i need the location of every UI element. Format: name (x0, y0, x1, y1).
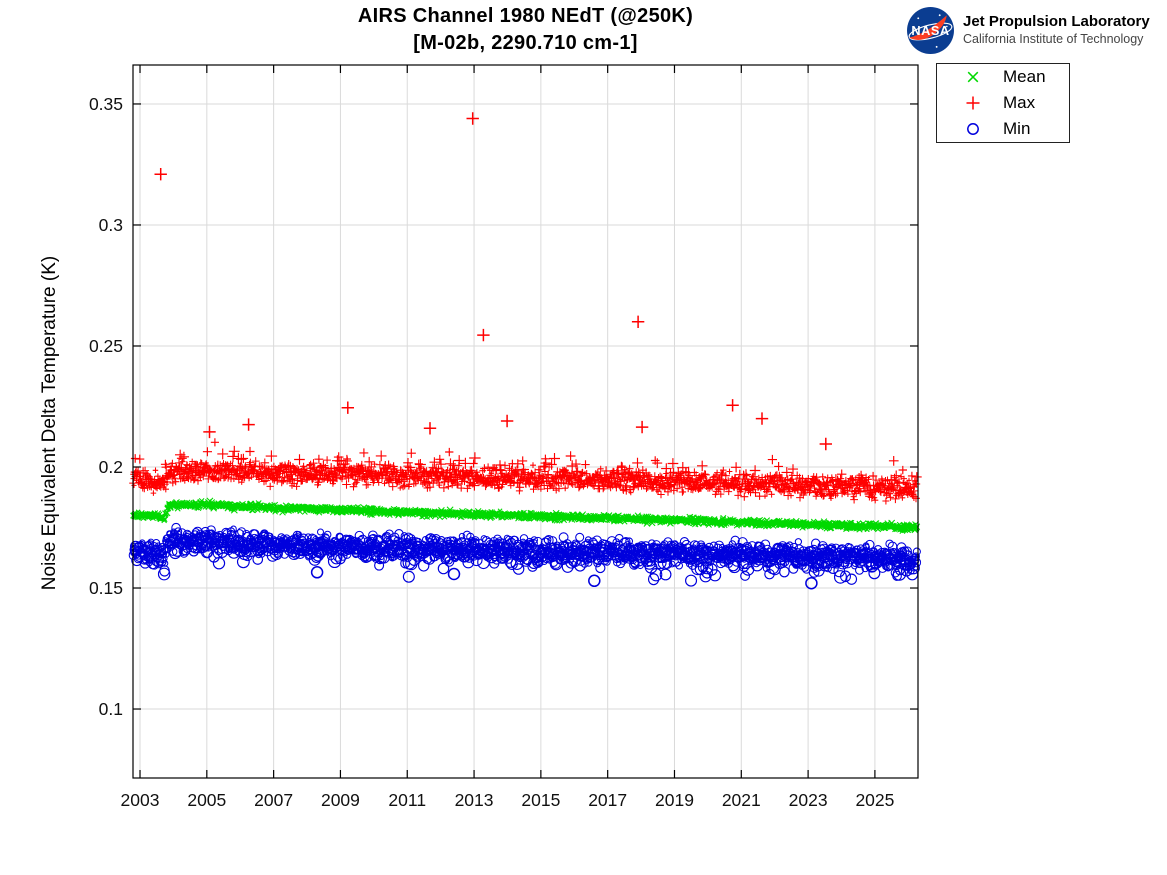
series-max-outliers (154, 112, 832, 451)
y-tick-label: 0.3 (99, 215, 123, 235)
series-mean (130, 497, 921, 534)
nasa-meatball-icon: NASA (907, 7, 954, 54)
y-tick-label: 0.1 (99, 699, 123, 719)
legend-label-min: Min (1003, 119, 1031, 138)
chart-title-block: AIRS Channel 1980 NEdT (@250K) [M-02b, 2… (133, 3, 918, 56)
x-tick-label: 2015 (521, 790, 560, 810)
y-tick-label: 0.15 (89, 578, 123, 598)
nasa-logo-text: NASA (911, 23, 949, 38)
y-tick-label: 0.2 (99, 457, 123, 477)
x-tick-label: 2005 (187, 790, 226, 810)
series-min (128, 522, 922, 590)
jpl-logo-block: NASA Jet Propulsion Laboratory Californi… (906, 6, 1150, 55)
x-tick-label: 2003 (121, 790, 160, 810)
legend-item-max: Max (965, 90, 1069, 116)
gridlines (133, 65, 918, 778)
tick-marks (133, 65, 918, 778)
legend: Mean Max Min (936, 63, 1070, 143)
x-tick-label: 2009 (321, 790, 360, 810)
series-max-tail-points (130, 438, 922, 491)
series-max-points (129, 456, 921, 505)
chart-subtitle: [M-02b, 2290.710 cm-1] (413, 31, 638, 54)
jpl-name: Jet Propulsion Laboratory (963, 13, 1150, 31)
series-min-outliers (310, 566, 818, 590)
series-min-tail-points (129, 532, 920, 587)
x-tick-label: 2013 (455, 790, 494, 810)
series-max (129, 112, 922, 505)
x-tick-label: 2019 (655, 790, 694, 810)
axes: 2003 2005 2007 2009 2011 2013 2015 2017 2019 2021… (89, 64, 919, 810)
legend-label-max: Max (1003, 93, 1036, 112)
mean-x-marker-icon (967, 71, 979, 83)
y-tick-label: 0.35 (89, 94, 123, 114)
x-tick-label: 2023 (789, 790, 828, 810)
jpl-caltech: California Institute of Technology (963, 32, 1144, 47)
y-tick-label: 0.25 (89, 336, 123, 356)
series-mean-points (130, 497, 921, 534)
legend-item-mean: Mean (965, 64, 1069, 90)
x-tick-label: 2011 (388, 790, 426, 810)
x-tick-label: 2007 (254, 790, 293, 810)
plot-border (132, 64, 919, 779)
chart-title: AIRS Channel 1980 NEdT (@250K) (357, 5, 694, 27)
legend-item-min: Min (965, 116, 1069, 142)
x-tick-label: 2021 (722, 790, 761, 810)
x-tick-label: 2025 (855, 790, 894, 810)
min-circle-marker-icon (967, 123, 979, 135)
max-plus-marker-icon (966, 96, 980, 110)
legend-label-mean: Mean (1003, 67, 1046, 86)
x-tick-label: 2017 (588, 790, 627, 810)
